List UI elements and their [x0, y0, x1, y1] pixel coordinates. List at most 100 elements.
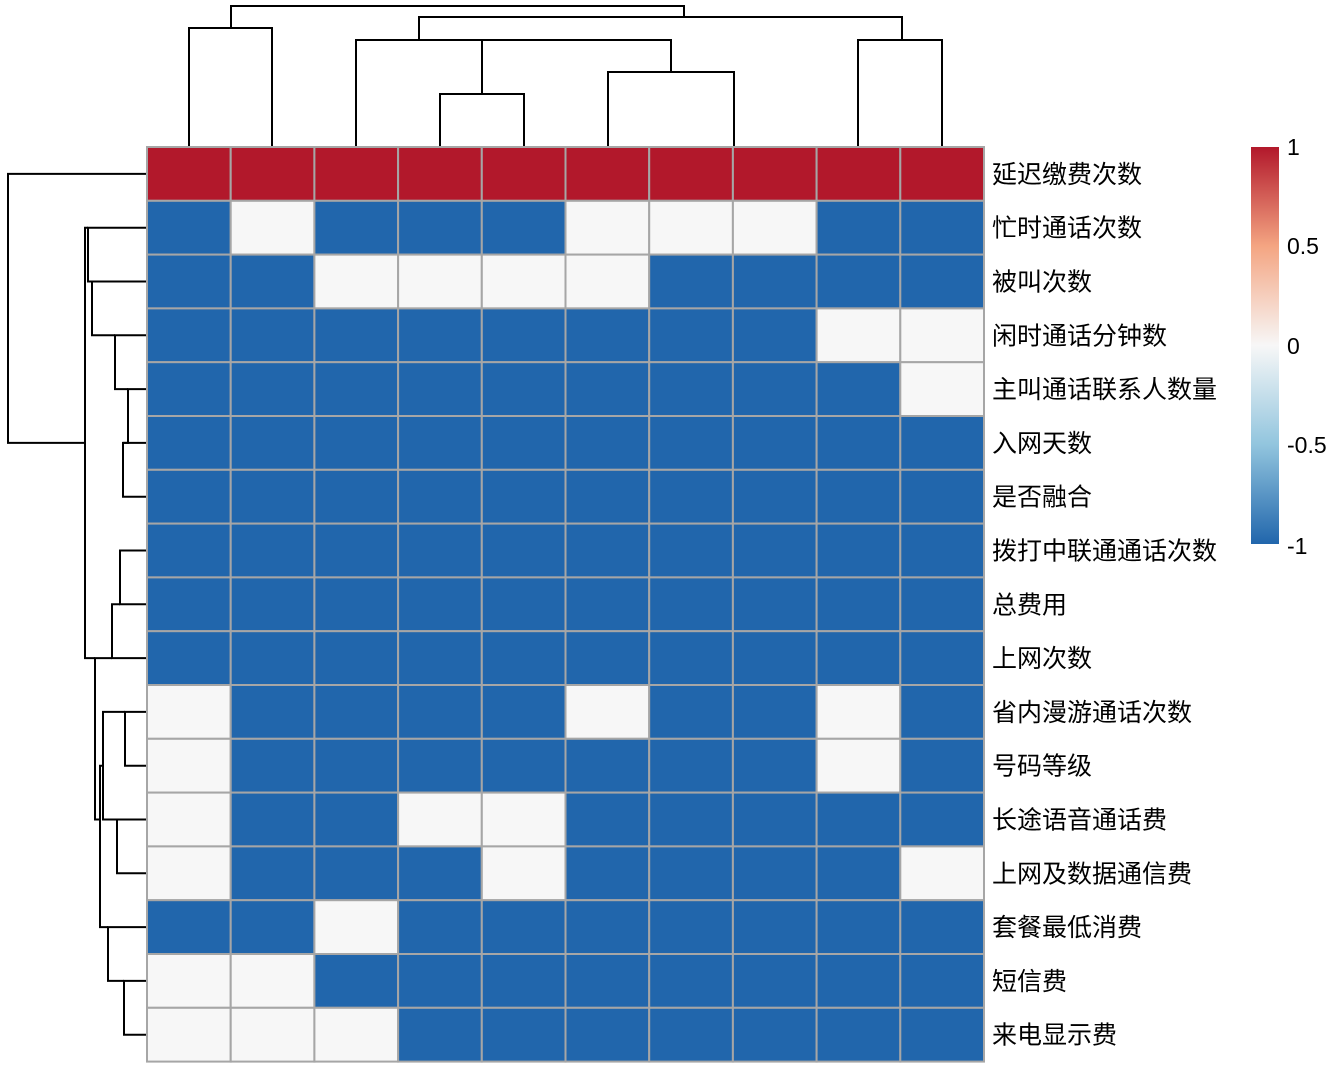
heatmap-cell: [648, 576, 734, 633]
heatmap-cell: [899, 630, 985, 687]
heatmap-cell: [313, 630, 400, 687]
row-label: 主叫通话联系人数量: [992, 375, 1217, 404]
heatmap-cell: [229, 899, 316, 956]
heatmap-cell: [480, 1006, 567, 1063]
heatmap-cell: [731, 307, 818, 364]
heatmap-cell: [648, 1006, 734, 1063]
heatmap-cell: [229, 253, 316, 310]
heatmap-cell: [815, 253, 902, 310]
row-dendrogram-branch: [124, 710, 147, 767]
heatmap-cell: [313, 146, 400, 202]
row-dendrogram-branch: [107, 926, 147, 982]
heatmap-cell: [899, 146, 985, 202]
heatmap-cell: [731, 146, 818, 202]
heatmap-cell: [899, 307, 985, 364]
heatmap-cell: [899, 1006, 985, 1063]
heatmap-cell: [313, 1006, 400, 1063]
heatmap-cell: [648, 684, 734, 740]
heatmap-cell: [229, 307, 316, 364]
row-label: 上网次数: [992, 644, 1092, 673]
heatmap-cell: [229, 684, 316, 740]
heatmap-cell: [480, 307, 567, 364]
heatmap-cell: [146, 576, 232, 633]
heatmap-cell: [397, 522, 483, 579]
heatmap-cell: [648, 253, 734, 310]
row-label: 号码等级: [992, 752, 1092, 781]
heatmap-cell: [815, 791, 902, 848]
heatmap-cell: [815, 845, 902, 902]
heatmap-cell: [313, 737, 400, 794]
row-label: 短信费: [992, 967, 1067, 996]
heatmap-cell: [731, 630, 818, 687]
color-scale-bar: [1251, 147, 1279, 544]
heatmap-cell: [564, 953, 651, 1009]
heatmap-cell: [397, 953, 483, 1009]
heatmap-cell: [564, 576, 651, 633]
heatmap-cell: [731, 522, 818, 579]
color-scale-legend: 1 0.5 0 -0.5 -1: [1251, 134, 1327, 559]
row-label: 是否融合: [992, 483, 1092, 512]
heatmap-cell: [564, 737, 651, 794]
heatmap-cell: [146, 199, 232, 256]
heatmap-cell: [480, 522, 567, 579]
heatmap-cell: [815, 146, 902, 202]
heatmap-cell: [648, 845, 734, 902]
heatmap-cell: [899, 953, 985, 1009]
column-dendrogram-branch: [439, 93, 525, 147]
heatmap-cell: [564, 415, 651, 471]
heatmap-cell: [313, 899, 400, 956]
column-dendrogram-branch: [857, 39, 943, 147]
heatmap-cell: [648, 791, 734, 848]
row-dendrogram-branch: [114, 334, 147, 391]
heatmap-cell: [731, 415, 818, 471]
row-label: 来电显示费: [992, 1021, 1117, 1050]
heatmap-cell: [731, 899, 818, 956]
heatmap-cell: [146, 253, 232, 310]
row-dendrogram-branch: [122, 441, 147, 498]
heatmap-cell: [564, 522, 651, 579]
heatmap-cell: [397, 630, 483, 687]
heatmap-cell: [899, 522, 985, 579]
row-dendrogram: [7, 172, 147, 1036]
row-label: 入网天数: [992, 429, 1092, 458]
heatmap-cell: [480, 253, 567, 310]
column-dendrogram-branch: [481, 39, 672, 94]
heatmap-cell: [564, 684, 651, 740]
heatmap-cell: [480, 737, 567, 794]
heatmap-cell: [564, 468, 651, 525]
heatmap-cell: [313, 522, 400, 579]
heatmap-cell: [899, 199, 985, 256]
heatmap-cell: [229, 415, 316, 471]
heatmap-cell: [146, 468, 232, 525]
heatmap-cell: [313, 576, 400, 633]
row-label: 上网及数据通信费: [992, 859, 1192, 888]
heatmap-cell: [146, 845, 232, 902]
heatmap-cell: [397, 199, 483, 256]
heatmap-cell: [815, 199, 902, 256]
heatmap-cell: [397, 845, 483, 902]
heatmap-cell: [146, 953, 232, 1009]
heatmap-cells: [146, 146, 985, 1063]
row-label: 长途语音通话费: [992, 806, 1167, 835]
heatmap-cell: [564, 146, 651, 202]
heatmap-cell: [146, 146, 232, 202]
legend-tick-label: 1: [1287, 134, 1300, 160]
legend-tick-label: -0.5: [1287, 432, 1327, 458]
row-dendrogram-branch: [7, 172, 147, 444]
legend-tick-label: 0.5: [1287, 233, 1319, 259]
heatmap-cell: [397, 737, 483, 794]
row-label: 省内漫游通话次数: [992, 698, 1192, 727]
heatmap-cell: [815, 415, 902, 471]
heatmap-cell: [731, 791, 818, 848]
heatmap-cell: [899, 361, 985, 418]
heatmap-cell: [146, 737, 232, 794]
heatmap-cell: [480, 899, 567, 956]
heatmap-cell: [815, 307, 902, 364]
heatmap-cell: [731, 468, 818, 525]
heatmap-cell: [397, 1006, 483, 1063]
heatmap-cell: [648, 737, 734, 794]
heatmap-cell: [229, 361, 316, 418]
heatmap-cell: [648, 307, 734, 364]
row-label: 闲时通话分钟数: [992, 321, 1167, 350]
column-dendrogram-branch: [188, 27, 273, 147]
